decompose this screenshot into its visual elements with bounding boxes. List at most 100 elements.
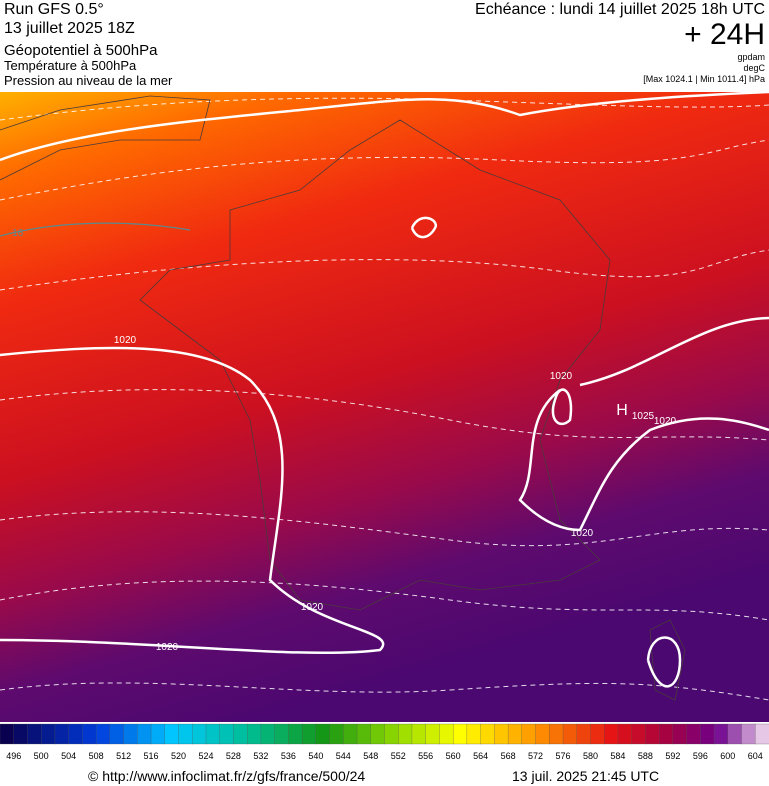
colorbar-cell (233, 723, 248, 745)
map-label: -16 (9, 228, 24, 239)
echeance: Echéance : lundi 14 juillet 2025 18h UTC (475, 1, 765, 18)
colorbar-label: 528 (226, 751, 241, 761)
colorbar-cell (260, 723, 276, 745)
colorbar-cell (219, 723, 235, 745)
colorbar-cell (343, 723, 358, 745)
colorbar-cell (274, 723, 290, 745)
map-label: H (616, 402, 628, 419)
colorbar-cell (425, 723, 441, 745)
colorbar-label: 532 (253, 751, 268, 761)
colorbar-cell (576, 723, 592, 745)
colorbar-cell (150, 723, 166, 745)
colorbar-cell (604, 723, 619, 745)
colorbar-label: 580 (583, 751, 598, 761)
colorbar-cell (507, 723, 523, 745)
colorbar-label: 588 (638, 751, 653, 761)
unit: degC (743, 63, 765, 73)
colorbar-label: 572 (528, 751, 543, 761)
colorbar-cell (288, 723, 303, 745)
colorbar-cell (0, 723, 15, 745)
colorbar-cell (13, 723, 29, 745)
colorbar-cell (384, 723, 399, 745)
colorbar-cell (398, 723, 413, 745)
colorbar-cell (549, 723, 564, 745)
colorbar-cell (192, 723, 207, 745)
colorbar-cell (727, 723, 743, 745)
colorbar-cell (617, 723, 633, 745)
colorbar-cell (453, 723, 468, 745)
map-label: 1025 (632, 411, 655, 422)
colorbar-label: 552 (391, 751, 406, 761)
map-label: 1020 (571, 528, 594, 539)
colorbar-cell (41, 723, 56, 745)
colorbar-label: 564 (473, 751, 488, 761)
map-label: 1020 (156, 642, 179, 653)
colorbar-cell (205, 723, 221, 745)
colorbar-cell (755, 723, 769, 745)
map-label: 1020 (654, 416, 677, 427)
map-label: 1020 (301, 602, 324, 613)
colorbar-cell (123, 723, 138, 745)
colorbar-label: 584 (610, 751, 625, 761)
colorbar-cell (713, 723, 729, 745)
colorbar-cell (645, 723, 660, 745)
colorbar-cell (521, 723, 537, 745)
colorbar-label: 560 (446, 751, 461, 761)
colorbar-label: 556 (418, 751, 433, 761)
colorbar-cell (535, 723, 550, 745)
colorbar-label: 548 (363, 751, 378, 761)
colorbar-cell (82, 723, 97, 745)
map-background (0, 92, 769, 722)
run: Run GFS 0.5° (4, 1, 104, 18)
lead-time: + 24H (684, 18, 765, 51)
colorbar-cell (672, 723, 688, 745)
map-label: 1020 (550, 371, 573, 382)
colorbar-label: 600 (720, 751, 735, 761)
colorbar-label: 568 (501, 751, 516, 761)
unit: gpdam (737, 52, 765, 62)
colorbar-cell (658, 723, 674, 745)
colorbar-cell (137, 723, 152, 745)
colorbar-cell (631, 723, 647, 745)
run-date: 13 juillet 2025 18Z (4, 20, 135, 37)
colorbar-label: 520 (171, 751, 186, 761)
colorbar-cell (439, 723, 454, 745)
colorbar-label: 524 (198, 751, 213, 761)
colorbar: 496 500 504 508 512 516 520 524 528 532 536 540 544 5… (0, 723, 769, 761)
colorbar-cell (178, 723, 193, 745)
colorbar-label: 596 (693, 751, 708, 761)
contours (0, 97, 769, 701)
map-label: 1020 (114, 335, 137, 346)
colorbar-label: 500 (34, 751, 49, 761)
colorbar-label: 576 (556, 751, 571, 761)
isobars (0, 90, 769, 688)
colorbar-cell (301, 723, 317, 745)
subtitle: Pression au niveau de la mer (4, 73, 173, 88)
colorbar-label: 604 (748, 751, 763, 761)
colorbar-cell (562, 723, 578, 745)
colorbar-cell (466, 723, 482, 745)
colorbar-cell (370, 723, 386, 745)
colorbar-cell (700, 723, 715, 745)
colorbar-cell (27, 723, 42, 745)
colorbar-cell (68, 723, 84, 745)
colorbar-cell (741, 723, 756, 745)
colorbar-label: 592 (665, 751, 680, 761)
colorbar-cell (164, 723, 180, 745)
isotherm (0, 222, 191, 237)
colorbar-label: 496 (6, 751, 21, 761)
colorbar-cell (494, 723, 509, 745)
colorbar-cell (590, 723, 605, 745)
colorbar-label: 504 (61, 751, 76, 761)
footer-url: © http://www.infoclimat.fr/z/gfs/france/… (88, 768, 365, 784)
colorbar-label: 508 (89, 751, 104, 761)
colorbar-cell (109, 723, 125, 745)
colorbar-cell (54, 723, 70, 745)
colorbar-cell (95, 723, 111, 745)
colorbar-cell (686, 723, 701, 745)
footer-time: 13 juil. 2025 21:45 UTC (512, 768, 659, 784)
title: Géopotentiel à 500hPa (4, 42, 158, 59)
colorbar-label: 540 (308, 751, 323, 761)
